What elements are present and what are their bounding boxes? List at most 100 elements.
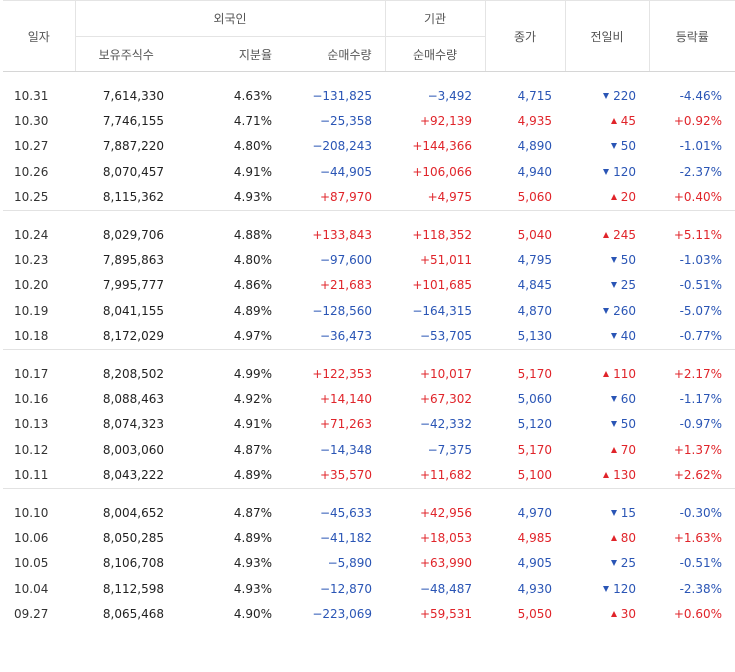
holdings-cell: 7,995,777 (75, 273, 177, 298)
foreign-net-cell-value: −5,890 (327, 556, 373, 571)
share-cell: 4.80% (177, 247, 285, 272)
rate-cell-value: +1.63% (673, 530, 723, 545)
table-row: 10.31 7,614,330 4.63% −131,825 −3,492 4,715 22… (3, 83, 735, 108)
close-cell-value: 5,130 (517, 329, 553, 344)
inst-net-cell: −48,487 (385, 576, 485, 601)
share-cell-value: 4.88% (233, 227, 272, 242)
share-cell: 4.89% (177, 462, 285, 488)
change-cell-value: 15 (620, 505, 637, 520)
foreign-net-cell-value: −45,633 (319, 505, 373, 520)
rate-cell: -0.51% (649, 551, 735, 576)
triangle-down-icon (603, 168, 610, 175)
group-divider (3, 487, 735, 500)
header-change: 전일비 (564, 0, 650, 72)
close-cell: 5,060 (485, 386, 565, 411)
inst-net-cell: +106,066 (385, 159, 485, 184)
close-cell-value: 5,120 (517, 417, 553, 432)
date-cell: 10.31 (3, 83, 75, 108)
triangle-up-icon (610, 611, 617, 618)
share-cell: 4.92% (177, 386, 285, 411)
inst-net-cell: −7,375 (385, 437, 485, 462)
close-cell-value: 4,845 (517, 278, 553, 293)
holdings-cell-value: 8,004,652 (102, 505, 164, 520)
holdings-cell-value: 8,115,362 (102, 190, 164, 205)
table-row: 10.25 8,115,362 4.93% +87,970 +4,975 5,060 20 +… (3, 185, 735, 211)
table-row: 10.23 7,895,863 4.80% −97,600 +51,011 4,795 50… (3, 247, 735, 272)
date-cell-value: 10.06 (14, 530, 49, 545)
change-cell: 50 (565, 412, 649, 437)
close-cell: 4,715 (485, 83, 565, 108)
date-cell-value: 10.13 (14, 417, 49, 432)
close-cell: 4,935 (485, 108, 565, 133)
holdings-cell-value: 8,074,323 (102, 417, 164, 432)
inst-net-cell-value: +10,017 (419, 366, 473, 381)
holdings-cell: 8,065,468 (75, 601, 177, 626)
change-cell-value: 25 (620, 556, 637, 571)
share-cell: 4.89% (177, 525, 285, 550)
date-cell-value: 10.25 (14, 190, 49, 205)
share-cell-value: 4.71% (233, 114, 272, 129)
table-row: 10.24 8,029,706 4.88% +133,843 +118,352 5,040… (3, 222, 735, 247)
table-row: 10.26 8,070,457 4.91% −44,905 +106,066 4,940 1… (3, 159, 735, 184)
header-foreign-net: 순매수량 (285, 36, 386, 72)
close-cell-value: 4,890 (517, 139, 553, 154)
rate-cell-value: -0.51% (679, 278, 723, 293)
rate-cell: +0.60% (649, 601, 735, 626)
share-cell: 4.63% (177, 83, 285, 108)
date-cell-value: 10.26 (14, 164, 49, 179)
change-cell: 245 (565, 222, 649, 247)
holdings-cell: 8,070,457 (75, 159, 177, 184)
date-cell: 10.18 (3, 324, 75, 350)
change-cell: 260 (565, 298, 649, 323)
date-cell: 10.12 (3, 437, 75, 462)
share-cell: 4.87% (177, 437, 285, 462)
inst-net-cell: −42,332 (385, 412, 485, 437)
foreign-net-cell: −208,243 (285, 134, 385, 159)
date-cell: 10.11 (3, 462, 75, 488)
rate-cell: +5.11% (649, 222, 735, 247)
foreign-net-cell: −223,069 (285, 601, 385, 626)
foreign-net-cell: +71,263 (285, 412, 385, 437)
triangle-down-icon (610, 421, 617, 428)
triangle-down-icon (610, 143, 617, 150)
change-cell-value: 120 (613, 164, 637, 179)
change-cell-value: 50 (620, 139, 637, 154)
triangle-down-icon (610, 509, 617, 516)
foreign-net-cell-value: −131,825 (312, 88, 373, 103)
share-cell-value: 4.89% (233, 468, 272, 483)
share-cell: 4.87% (177, 500, 285, 525)
close-cell-value: 5,170 (517, 366, 553, 381)
share-cell: 4.89% (177, 298, 285, 323)
share-cell: 4.93% (177, 576, 285, 601)
rate-cell: -2.38% (649, 576, 735, 601)
inst-net-cell: +59,531 (385, 601, 485, 626)
foreign-net-cell: −12,870 (285, 576, 385, 601)
holdings-cell: 8,074,323 (75, 412, 177, 437)
foreign-net-cell: +14,140 (285, 386, 385, 411)
date-cell: 10.04 (3, 576, 75, 601)
date-cell: 10.27 (3, 134, 75, 159)
foreign-net-cell: +133,843 (285, 222, 385, 247)
table-row: 10.27 7,887,220 4.80% −208,243 +144,366 4,890… (3, 134, 735, 159)
foreign-net-cell: −36,473 (285, 324, 385, 350)
holdings-cell-value: 8,106,708 (102, 556, 164, 571)
change-cell: 110 (565, 361, 649, 386)
triangle-down-icon (610, 257, 617, 264)
date-cell: 10.20 (3, 273, 75, 298)
holdings-cell-value: 7,614,330 (102, 88, 164, 103)
rate-cell: -5.07% (649, 298, 735, 323)
date-cell-value: 10.12 (14, 442, 49, 457)
change-cell-value: 130 (613, 468, 637, 483)
holdings-cell-value: 8,070,457 (102, 164, 164, 179)
change-cell: 25 (565, 551, 649, 576)
holdings-cell-value: 7,995,777 (102, 278, 164, 293)
date-cell-value: 10.16 (14, 391, 49, 406)
close-cell: 4,845 (485, 273, 565, 298)
inst-net-cell: +92,139 (385, 108, 485, 133)
share-cell: 4.71% (177, 108, 285, 133)
inst-net-cell: +4,975 (385, 185, 485, 211)
date-cell: 10.19 (3, 298, 75, 323)
close-cell: 5,120 (485, 412, 565, 437)
inst-net-cell-value: −7,375 (427, 442, 473, 457)
share-cell-value: 4.91% (233, 164, 272, 179)
